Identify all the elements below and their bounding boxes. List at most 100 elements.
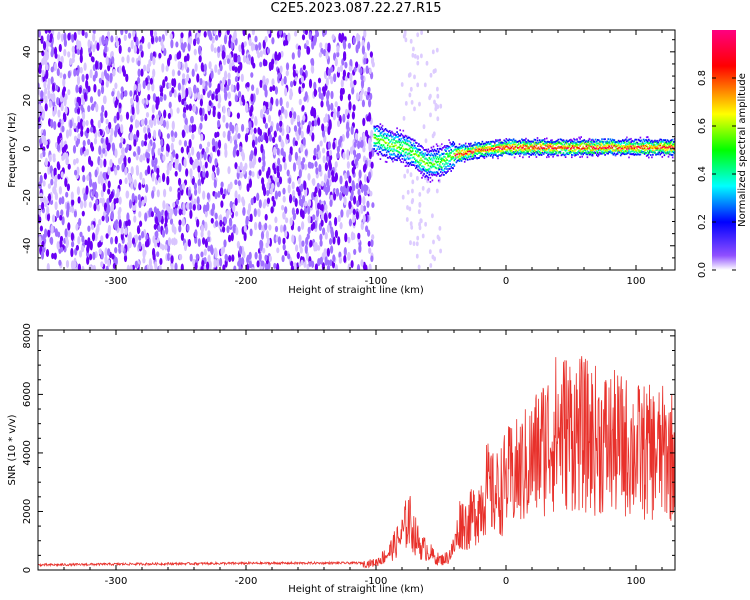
heatmap-cell <box>50 93 54 100</box>
heatmap-cell <box>394 158 396 161</box>
heatmap-cell <box>278 176 283 185</box>
heatmap-cell <box>362 146 366 153</box>
heatmap-cell <box>198 45 202 55</box>
heatmap-cell <box>410 138 413 141</box>
heatmap-cell <box>371 202 375 209</box>
heatmap-cell <box>467 150 469 153</box>
heatmap-cell <box>451 157 453 160</box>
heatmap-cell <box>438 156 441 159</box>
heatmap-cell <box>65 152 69 162</box>
heatmap-cell <box>457 159 460 162</box>
heatmap-cell <box>541 139 544 142</box>
heatmap-cell <box>598 153 600 156</box>
heatmap-cell <box>592 140 595 143</box>
heatmap-cell <box>593 140 596 143</box>
heatmap-cell <box>390 132 392 134</box>
heatmap-cell <box>307 199 312 207</box>
heatmap-cell <box>91 189 95 197</box>
heatmap-cell <box>339 222 343 230</box>
heatmap-cell <box>394 137 396 139</box>
heatmap-cell <box>264 122 268 129</box>
heatmap-cell <box>452 156 454 158</box>
heatmap-cell <box>481 140 484 143</box>
heatmap-cell <box>180 146 184 154</box>
heatmap-cell <box>203 151 207 161</box>
heatmap-cell <box>183 106 187 114</box>
heatmap-cell <box>564 153 567 156</box>
heatmap-cell <box>616 152 619 155</box>
heatmap-cell <box>570 151 572 154</box>
heatmap-cell <box>377 125 380 128</box>
heatmap-cell <box>43 81 47 89</box>
heatmap-cell <box>423 160 425 163</box>
heatmap-cell <box>153 163 157 173</box>
heatmap-cell <box>600 152 602 155</box>
heatmap-cell <box>441 168 443 171</box>
heatmap-cell <box>487 141 490 143</box>
heatmap-cell <box>153 206 157 214</box>
heatmap-cell <box>223 87 227 95</box>
heatmap-cell <box>467 158 469 161</box>
heatmap-cell <box>625 146 627 148</box>
heatmap-cell <box>538 142 541 145</box>
heatmap-cell <box>162 200 166 210</box>
heatmap-cell <box>298 163 302 171</box>
heatmap-cell <box>180 263 184 270</box>
heatmap-cell <box>382 139 385 142</box>
heatmap-cell <box>455 156 458 159</box>
heatmap-cell <box>85 185 89 195</box>
heatmap-cell <box>523 143 525 145</box>
heatmap-cell <box>601 143 603 145</box>
heatmap-cell <box>496 146 498 148</box>
heatmap-cell <box>385 141 388 144</box>
heatmap-cell <box>435 174 438 177</box>
heatmap-cell <box>144 117 148 126</box>
heatmap-cell <box>397 150 399 153</box>
heatmap-cell <box>45 64 49 71</box>
heatmap-cell <box>169 33 173 40</box>
heatmap-cell <box>382 149 385 151</box>
heatmap-cell <box>475 150 477 152</box>
heatmap-cell <box>274 51 278 61</box>
heatmap-cell <box>141 230 145 239</box>
heatmap-cell <box>265 101 269 109</box>
heatmap-cell <box>308 161 313 169</box>
heatmap-cell <box>617 144 620 146</box>
heatmap-cell <box>95 103 99 113</box>
heatmap-cell <box>402 150 405 153</box>
heatmap-cell <box>524 144 526 147</box>
heatmap-cell <box>65 191 69 198</box>
heatmap-cell <box>226 84 230 91</box>
heatmap-cell <box>536 147 539 150</box>
heatmap-cell <box>564 141 567 144</box>
spectrogram-y-tick-label: -40 <box>22 238 33 254</box>
heatmap-cell <box>630 137 632 140</box>
heatmap-cell <box>347 93 351 101</box>
heatmap-cell <box>443 174 445 176</box>
heatmap-cell <box>670 149 673 152</box>
heatmap-cell <box>89 253 93 261</box>
heatmap-cell <box>419 152 421 154</box>
heatmap-cell <box>101 38 106 46</box>
heatmap-cell <box>301 82 305 89</box>
heatmap-cell <box>560 138 563 141</box>
heatmap-cell <box>334 229 338 239</box>
heatmap-cell <box>209 33 213 41</box>
heatmap-cell <box>266 47 271 54</box>
heatmap-cell <box>626 152 628 155</box>
heatmap-cell <box>205 146 209 154</box>
heatmap-cell <box>389 147 391 149</box>
heatmap-cell <box>52 156 56 163</box>
heatmap-cell <box>428 161 431 164</box>
heatmap-cell <box>435 161 438 164</box>
heatmap-cell <box>92 251 96 261</box>
heatmap-cell <box>113 220 117 229</box>
heatmap-cell <box>644 152 647 155</box>
heatmap-cell <box>486 142 489 145</box>
heatmap-cell <box>213 30 217 35</box>
heatmap-cell <box>376 152 379 155</box>
heatmap-cell <box>645 145 648 147</box>
heatmap-cell <box>219 257 223 267</box>
heatmap-cell <box>93 137 98 145</box>
